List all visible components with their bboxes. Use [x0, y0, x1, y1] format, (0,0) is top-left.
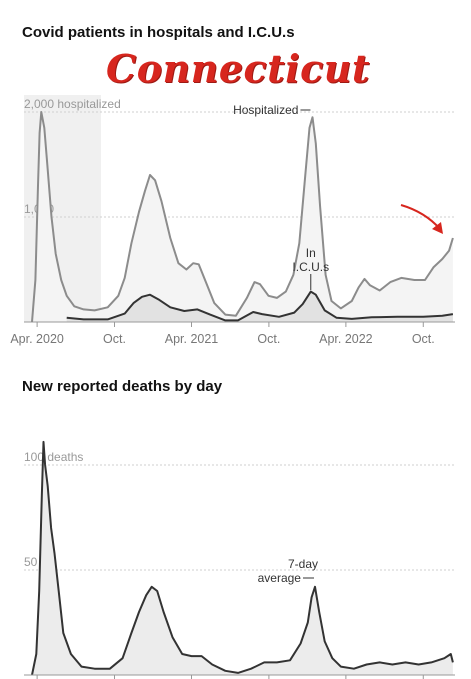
icu-annotation-line1: In: [306, 246, 316, 260]
y-tick-label: 2,000 hospitalized: [24, 97, 121, 111]
x-tick-label: Oct.: [103, 332, 126, 346]
chart-title-deaths: New reported deaths by day: [22, 378, 223, 395]
x-tick-label: Apr. 2021: [165, 332, 219, 346]
y-tick-label: 50: [24, 555, 38, 569]
icu-area: [66, 291, 453, 322]
hospitalized-area: [32, 112, 453, 322]
x-tick-label: Apr. 2022: [319, 332, 373, 346]
hospitalized-line: [31, 111, 454, 323]
deaths-area: [32, 441, 453, 675]
x-tick-label: Oct.: [257, 332, 280, 346]
icu-annotation-line2: I.C.U.s: [292, 260, 329, 274]
deaths-line: [31, 440, 454, 676]
chart-title-hospitals: Covid patients in hospitals and I.C.U.s: [22, 24, 295, 41]
x-tick-label: Apr. 2020: [10, 332, 64, 346]
average-annotation-line2: average: [258, 571, 302, 585]
hospitalizations-chart: 2,000 hospitalized1,000Apr. 2020Oct.Apr.…: [10, 95, 455, 346]
average-annotation-line1: 7-day: [288, 557, 318, 571]
x-tick-label: Oct.: [412, 332, 435, 346]
icu-line: [66, 290, 454, 322]
annotation-arrowhead: [432, 222, 443, 234]
y-tick-label: 100 deaths: [24, 450, 83, 464]
hospitalized-annotation: Hospitalized: [233, 103, 298, 117]
state-name-overlay: Connecticut: [106, 46, 370, 91]
